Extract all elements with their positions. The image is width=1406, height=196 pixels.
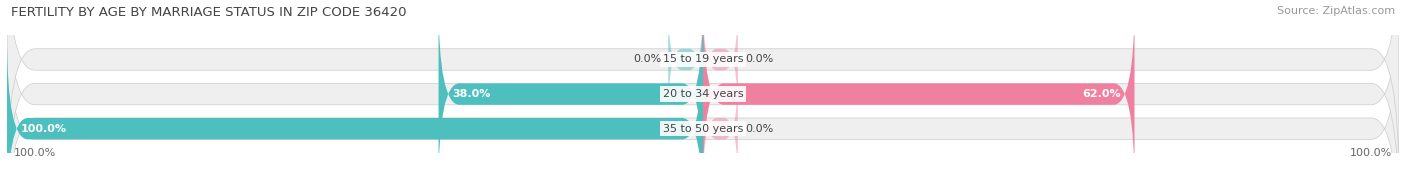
Text: 0.0%: 0.0% bbox=[633, 54, 661, 64]
Text: 35 to 50 years: 35 to 50 years bbox=[662, 124, 744, 134]
FancyBboxPatch shape bbox=[7, 36, 703, 196]
Text: 15 to 19 years: 15 to 19 years bbox=[662, 54, 744, 64]
Text: 62.0%: 62.0% bbox=[1083, 89, 1121, 99]
Text: 100.0%: 100.0% bbox=[1350, 148, 1392, 158]
FancyBboxPatch shape bbox=[703, 1, 738, 118]
Text: 0.0%: 0.0% bbox=[745, 54, 773, 64]
FancyBboxPatch shape bbox=[7, 0, 1399, 187]
FancyBboxPatch shape bbox=[439, 1, 703, 187]
Text: 38.0%: 38.0% bbox=[453, 89, 491, 99]
Text: 100.0%: 100.0% bbox=[21, 124, 67, 134]
FancyBboxPatch shape bbox=[7, 1, 1399, 196]
Text: 0.0%: 0.0% bbox=[745, 124, 773, 134]
FancyBboxPatch shape bbox=[7, 0, 1399, 196]
Text: FERTILITY BY AGE BY MARRIAGE STATUS IN ZIP CODE 36420: FERTILITY BY AGE BY MARRIAGE STATUS IN Z… bbox=[11, 6, 406, 19]
FancyBboxPatch shape bbox=[668, 1, 703, 118]
Text: Source: ZipAtlas.com: Source: ZipAtlas.com bbox=[1277, 6, 1395, 16]
Text: 20 to 34 years: 20 to 34 years bbox=[662, 89, 744, 99]
FancyBboxPatch shape bbox=[703, 1, 1135, 187]
Text: 100.0%: 100.0% bbox=[14, 148, 56, 158]
FancyBboxPatch shape bbox=[703, 70, 738, 187]
